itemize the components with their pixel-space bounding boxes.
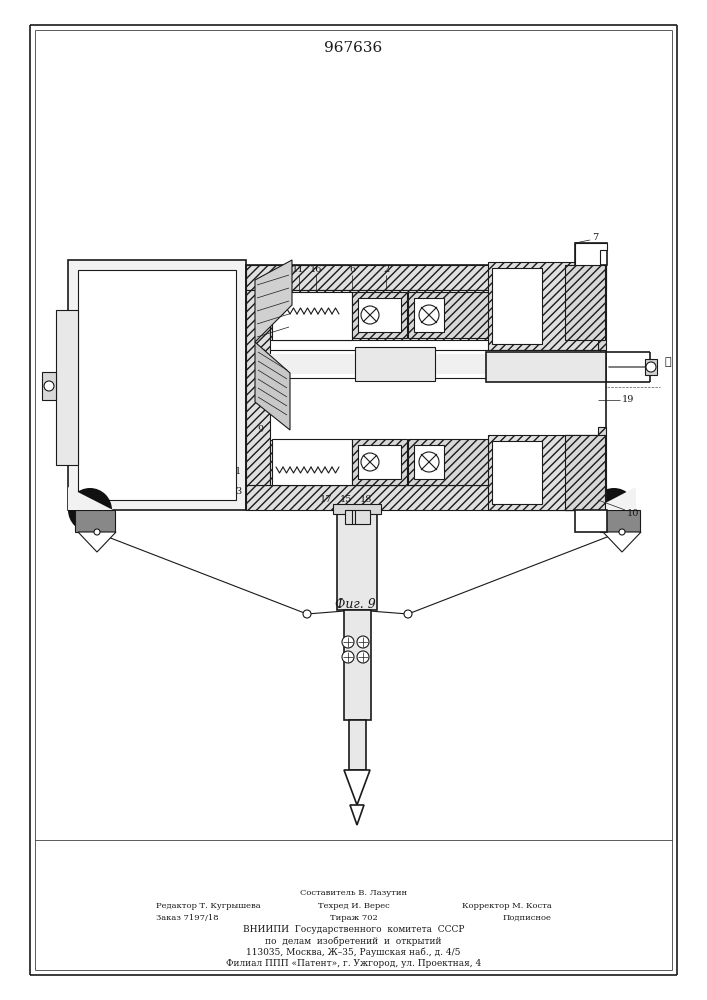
- Bar: [358, 445, 401, 479]
- Polygon shape: [565, 265, 606, 350]
- Text: 18: 18: [360, 495, 372, 504]
- Text: Техред И. Верес: Техред И. Верес: [317, 902, 390, 910]
- Polygon shape: [68, 487, 113, 510]
- Circle shape: [646, 362, 656, 372]
- Bar: [344, 610, 371, 720]
- Text: 113035, Москва, Ж–35, Раушская наб., д. 4/5: 113035, Москва, Ж–35, Раушская наб., д. …: [246, 947, 461, 957]
- Circle shape: [342, 636, 354, 648]
- Polygon shape: [246, 290, 270, 485]
- Bar: [408, 292, 488, 338]
- Text: Подписное: Подписное: [503, 914, 551, 922]
- Text: 50: 50: [254, 349, 266, 358]
- Bar: [414, 298, 444, 332]
- Bar: [488, 262, 598, 350]
- Bar: [272, 439, 352, 485]
- Bar: [78, 270, 236, 500]
- Polygon shape: [592, 487, 636, 510]
- Polygon shape: [600, 510, 640, 532]
- Circle shape: [619, 529, 625, 535]
- Bar: [352, 439, 407, 485]
- Text: 6: 6: [349, 265, 355, 274]
- Text: 967636: 967636: [324, 41, 382, 55]
- Polygon shape: [246, 265, 606, 290]
- Text: Корректор М. Коста: Корректор М. Коста: [462, 902, 551, 910]
- Text: 10: 10: [627, 508, 639, 518]
- Bar: [575, 243, 607, 265]
- Polygon shape: [255, 260, 292, 342]
- Text: Тираж 702: Тираж 702: [329, 914, 378, 922]
- Bar: [56, 310, 78, 465]
- Polygon shape: [565, 427, 606, 510]
- Text: по  делам  изобретений  и  открытий: по делам изобретений и открытий: [265, 936, 442, 946]
- Bar: [337, 510, 377, 610]
- Circle shape: [592, 488, 636, 532]
- Text: Заказ 7197/18: Заказ 7197/18: [156, 914, 218, 922]
- Text: 11: 11: [292, 265, 304, 274]
- Circle shape: [404, 610, 412, 618]
- Bar: [68, 260, 246, 510]
- Circle shape: [94, 529, 100, 535]
- Circle shape: [303, 610, 311, 618]
- Bar: [246, 265, 606, 510]
- Polygon shape: [75, 510, 115, 532]
- Bar: [358, 298, 401, 332]
- Text: 17: 17: [320, 495, 332, 504]
- Text: ВНИИПИ  Государственного  комитета  СССР: ВНИИПИ Государственного комитета СССР: [243, 926, 464, 934]
- Bar: [333, 504, 381, 514]
- Circle shape: [44, 381, 54, 391]
- Text: 9: 9: [257, 426, 263, 434]
- Bar: [492, 268, 542, 344]
- Polygon shape: [344, 770, 370, 805]
- Bar: [355, 347, 435, 381]
- Text: 19: 19: [622, 395, 634, 404]
- Polygon shape: [270, 440, 490, 485]
- Text: ℓ: ℓ: [665, 357, 672, 367]
- Bar: [565, 265, 605, 340]
- Text: Редактор Т. Кугрышева: Редактор Т. Кугрышева: [156, 902, 260, 910]
- Text: 15: 15: [340, 495, 352, 504]
- Bar: [349, 720, 366, 770]
- Bar: [270, 350, 600, 378]
- Text: 1: 1: [235, 468, 241, 477]
- Bar: [408, 439, 488, 485]
- Text: 16: 16: [310, 265, 322, 274]
- Text: Филиал ППП «Патент», г. Ужгород, ул. Проектная, 4: Филиал ППП «Патент», г. Ужгород, ул. Про…: [226, 958, 481, 968]
- Polygon shape: [270, 290, 490, 340]
- Text: 3: 3: [235, 488, 241, 496]
- Text: Фиг. 9: Фиг. 9: [334, 598, 375, 611]
- Polygon shape: [603, 532, 641, 552]
- Bar: [486, 352, 606, 382]
- Polygon shape: [246, 485, 606, 510]
- Circle shape: [68, 488, 112, 532]
- Bar: [270, 354, 600, 374]
- Bar: [488, 435, 598, 510]
- Bar: [645, 359, 657, 375]
- Bar: [575, 510, 607, 532]
- Circle shape: [357, 651, 369, 663]
- Text: Составитель В. Лазутин: Составитель В. Лазутин: [300, 889, 407, 897]
- Polygon shape: [575, 243, 607, 265]
- Bar: [414, 445, 444, 479]
- Text: 7: 7: [592, 233, 598, 242]
- Bar: [42, 372, 56, 400]
- Polygon shape: [78, 532, 116, 552]
- Bar: [492, 441, 542, 504]
- Bar: [565, 435, 605, 510]
- Polygon shape: [350, 805, 364, 825]
- Bar: [345, 510, 370, 524]
- Text: 2: 2: [383, 265, 389, 274]
- Circle shape: [357, 636, 369, 648]
- Bar: [352, 292, 407, 338]
- Circle shape: [342, 651, 354, 663]
- Bar: [272, 292, 352, 340]
- Polygon shape: [255, 342, 290, 430]
- Text: 8: 8: [257, 375, 263, 384]
